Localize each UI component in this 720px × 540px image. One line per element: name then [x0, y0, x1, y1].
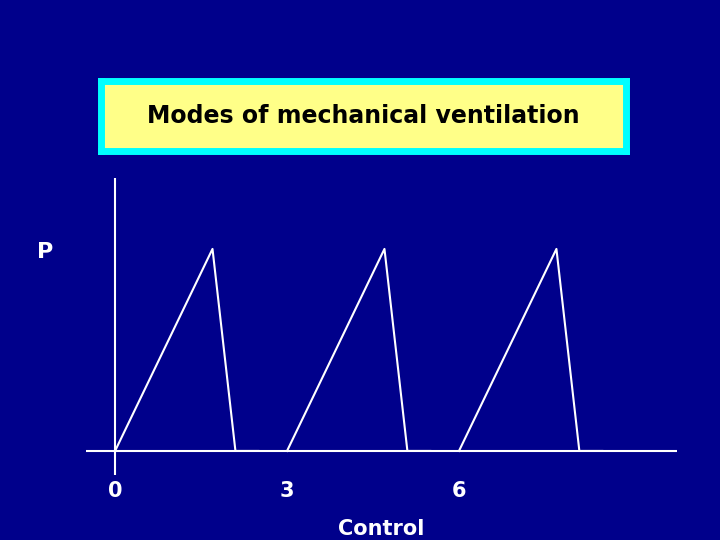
- Text: Modes of mechanical ventilation: Modes of mechanical ventilation: [148, 104, 580, 128]
- Text: Control: Control: [338, 518, 425, 539]
- Text: P: P: [37, 242, 53, 262]
